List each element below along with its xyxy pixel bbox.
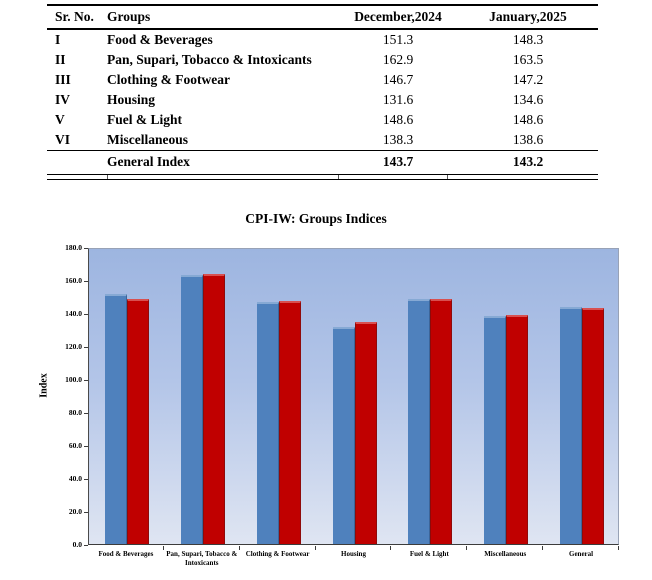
general-index-row: General Index 143.7 143.2 xyxy=(47,150,598,173)
x-axis-tick-mark xyxy=(238,546,240,550)
y-axis-tick-mark xyxy=(84,380,88,381)
x-axis-tick-mark xyxy=(162,546,164,550)
row-group: Fuel & Light xyxy=(107,112,183,127)
y-axis-tick-mark xyxy=(84,347,88,348)
y-axis-tick-label: 60.0 xyxy=(68,441,82,450)
table-row: IV Housing 131.6 134.6 xyxy=(47,90,598,110)
row-dec: 151.3 xyxy=(382,32,414,47)
y-axis-tick-label: 100.0 xyxy=(65,375,82,384)
row-dec: 146.7 xyxy=(382,72,414,87)
row-group: Miscellaneous xyxy=(107,132,188,147)
bar-december xyxy=(484,315,507,544)
y-axis-tick-mark xyxy=(84,446,88,447)
x-axis-category-label: General xyxy=(569,550,594,558)
y-axis-tick-mark xyxy=(84,314,88,315)
row-group: Housing xyxy=(107,92,156,107)
table-row: V Fuel & Light 148.6 148.6 xyxy=(47,110,598,130)
bar-january xyxy=(582,307,605,544)
column-divider-mark xyxy=(338,175,339,179)
y-axis-tick-label: 20.0 xyxy=(68,507,82,516)
x-axis-category-label: Housing xyxy=(341,550,366,558)
bar-december xyxy=(332,326,355,544)
y-axis-tick-mark xyxy=(84,248,88,249)
bar-january xyxy=(430,298,453,544)
x-axis-category-label: Clothing & Footwear xyxy=(245,550,310,558)
x-axis-category-label: Pan, Supari, Tobacco & Intoxicants xyxy=(166,550,238,567)
x-axis-category-label: Miscellaneous xyxy=(484,550,527,558)
bar-december xyxy=(256,301,279,544)
chart-title: CPI-IW: Groups Indices xyxy=(245,211,387,226)
bar-december xyxy=(560,306,583,544)
bar-december xyxy=(408,298,431,544)
x-axis-category-label: Fuel & Light xyxy=(409,550,449,558)
row-jan: 148.3 xyxy=(512,32,544,47)
row-jan: 143.2 xyxy=(512,154,544,169)
row-jan: 147.2 xyxy=(512,72,544,87)
cpi-groups-table: Sr. No. Groups December,2024 January,202… xyxy=(47,4,598,180)
row-sr-no: II xyxy=(55,52,66,67)
column-header-december: December,2024 xyxy=(354,9,442,24)
bar-january xyxy=(202,274,225,544)
y-axis-tick-label: 0.0 xyxy=(72,540,82,549)
chart-plot-area xyxy=(88,248,619,545)
x-axis-category-label: Food & Beverages xyxy=(98,550,154,558)
column-header-sr-no: Sr. No. xyxy=(55,9,94,24)
bar-january xyxy=(506,315,529,544)
column-divider-mark xyxy=(447,175,448,179)
row-group: Clothing & Footwear xyxy=(107,72,230,87)
y-axis-tick-label: 120.0 xyxy=(65,342,82,351)
row-dec: 131.6 xyxy=(382,92,414,107)
table-row: II Pan, Supari, Tobacco & Intoxicants 16… xyxy=(47,50,598,70)
table-row: I Food & Beverages 151.3 148.3 xyxy=(47,30,598,50)
row-jan: 163.5 xyxy=(512,52,544,67)
bar-december xyxy=(104,294,127,544)
row-sr-no: IV xyxy=(55,92,71,107)
row-group: Food & Beverages xyxy=(107,32,213,47)
bar-january xyxy=(126,299,149,544)
row-dec: 143.7 xyxy=(382,154,414,169)
y-axis-tick-mark xyxy=(84,413,88,414)
table-row: III Clothing & Footwear 146.7 147.2 xyxy=(47,70,598,90)
table-row: VI Miscellaneous 138.3 138.6 xyxy=(47,130,598,150)
row-dec: 162.9 xyxy=(382,52,414,67)
y-axis-tick-label: 160.0 xyxy=(65,276,82,285)
y-axis-tick-mark xyxy=(84,479,88,480)
table-header-row: Sr. No. Groups December,2024 January,202… xyxy=(47,4,598,30)
row-sr-no: VI xyxy=(55,132,71,147)
x-axis-tick-mark xyxy=(618,546,619,550)
row-sr-no: III xyxy=(55,72,71,87)
bar-january xyxy=(354,321,377,544)
y-axis-tick-mark xyxy=(84,512,88,513)
x-axis-tick-mark xyxy=(390,546,392,550)
row-dec: 148.6 xyxy=(382,112,414,127)
table-bottom-double-rule xyxy=(47,174,598,180)
y-axis-tick-label: 40.0 xyxy=(68,474,82,483)
bar-january xyxy=(278,301,301,544)
y-axis-tick-label: 180.0 xyxy=(65,243,82,252)
bar-december xyxy=(180,275,203,544)
row-jan: 134.6 xyxy=(512,92,544,107)
row-group: Pan, Supari, Tobacco & Intoxicants xyxy=(107,52,312,67)
y-axis-tick-mark xyxy=(84,281,88,282)
y-axis-title: Index xyxy=(38,373,50,398)
x-axis-tick-mark xyxy=(542,546,544,550)
row-jan: 148.6 xyxy=(512,112,544,127)
row-jan: 138.6 xyxy=(512,132,544,147)
x-axis-tick-mark xyxy=(314,546,316,550)
y-axis-tick-label: 80.0 xyxy=(68,408,82,417)
column-divider-mark xyxy=(107,175,108,179)
row-group: General Index xyxy=(107,154,190,169)
y-axis-tick-label: 140.0 xyxy=(65,309,82,318)
row-dec: 138.3 xyxy=(382,132,414,147)
y-axis-tick-mark xyxy=(84,545,88,546)
row-sr-no: I xyxy=(55,32,61,47)
x-axis-tick-mark xyxy=(466,546,468,550)
column-header-groups: Groups xyxy=(107,9,151,24)
row-sr-no: V xyxy=(55,112,65,127)
column-header-january: January,2025 xyxy=(489,9,567,24)
